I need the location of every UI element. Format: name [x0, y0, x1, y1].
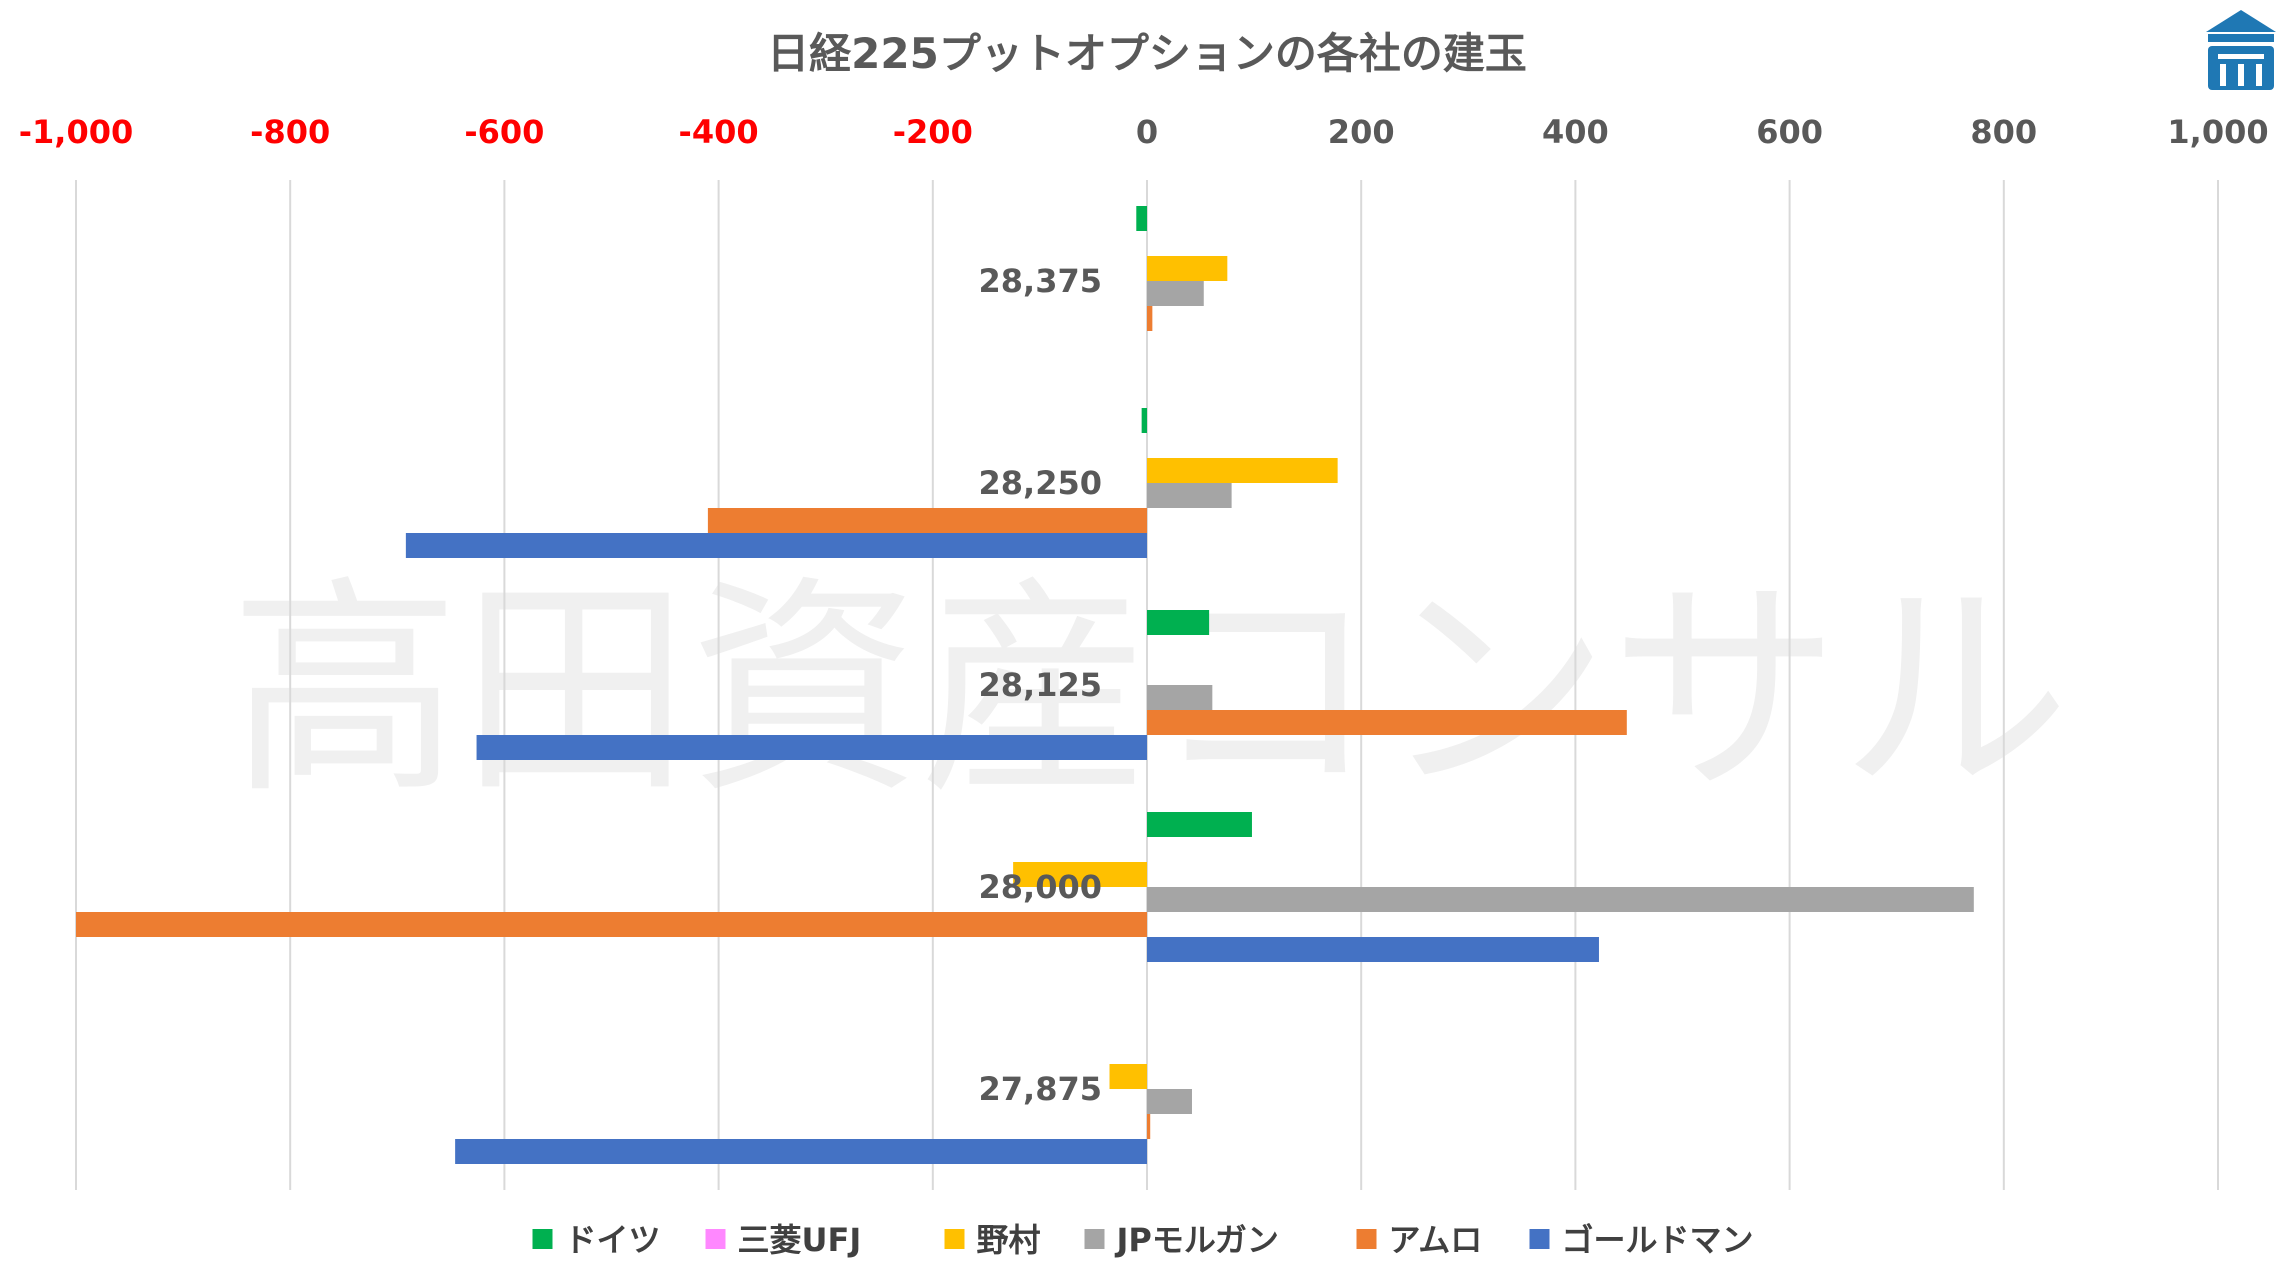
x-tick-label: 600 — [1756, 113, 1823, 151]
x-tick-label: 200 — [1328, 113, 1395, 151]
category-label: 28,375 — [979, 262, 1102, 300]
x-tick-label: -400 — [679, 113, 759, 151]
category-label: 28,125 — [979, 666, 1102, 704]
legend-swatch — [532, 1229, 553, 1249]
legend-swatch — [944, 1229, 965, 1249]
legend-label: 三菱UFJ — [738, 1221, 862, 1259]
x-tick-label: -600 — [464, 113, 544, 151]
bar — [1013, 862, 1147, 887]
legend-label: 野村 — [977, 1221, 1041, 1259]
bar — [1147, 812, 1252, 837]
legend-swatch — [1356, 1229, 1377, 1249]
legend: ドイツ 三菱UFJ 野村 JPモルガン アムロ ゴールドマン — [532, 1221, 1754, 1259]
bar — [1147, 458, 1338, 483]
bar — [76, 912, 1147, 937]
bar — [1147, 483, 1232, 508]
bar — [1147, 937, 1599, 962]
legend-swatch — [705, 1229, 726, 1249]
x-tick-label: 0 — [1136, 113, 1158, 151]
category-label: 27,875 — [979, 1070, 1102, 1108]
legend-swatch — [1529, 1229, 1550, 1249]
legend-label: JPモルガン — [1115, 1221, 1279, 1259]
x-tick-label: -200 — [893, 113, 973, 151]
x-tick-label: -800 — [250, 113, 330, 151]
bar — [476, 735, 1148, 760]
x-tick-label: -1,000 — [19, 113, 134, 151]
bar — [1147, 887, 1974, 912]
bar — [1147, 1114, 1151, 1139]
category-labels: 28,375 28,250 28,125 28,000 27,875 — [979, 262, 1102, 1108]
x-tick-label: 400 — [1542, 113, 1609, 151]
bar — [1147, 685, 1213, 710]
legend-label: ゴールドマン — [1562, 1221, 1754, 1259]
x-tick-label: 800 — [1970, 113, 2037, 151]
bar — [1147, 710, 1627, 735]
bar — [1147, 256, 1228, 281]
logo-icon — [2206, 10, 2276, 90]
category-label: 28,000 — [979, 868, 1102, 906]
bar — [1136, 206, 1147, 231]
bar — [1109, 1064, 1147, 1089]
bar — [1147, 281, 1204, 306]
x-axis-ticks: -1,000 -800 -600 -400 -200 0 200 400 600 800 1,000 — [19, 113, 2269, 151]
bars — [76, 206, 1974, 1164]
bar — [455, 1139, 1147, 1164]
bar — [1147, 1089, 1192, 1114]
bar — [1141, 408, 1147, 433]
bar — [1147, 306, 1153, 331]
legend-label: アムロ — [1389, 1221, 1483, 1259]
bar — [707, 508, 1147, 533]
legend-label: ドイツ — [565, 1221, 661, 1259]
category-label: 28,250 — [979, 464, 1102, 502]
bar — [405, 533, 1147, 558]
chart-title: 日経225プットオプションの各社の建玉 — [767, 29, 1527, 78]
bar — [1147, 610, 1210, 635]
legend-swatch — [1084, 1229, 1105, 1249]
x-tick-label: 1,000 — [2167, 113, 2268, 151]
